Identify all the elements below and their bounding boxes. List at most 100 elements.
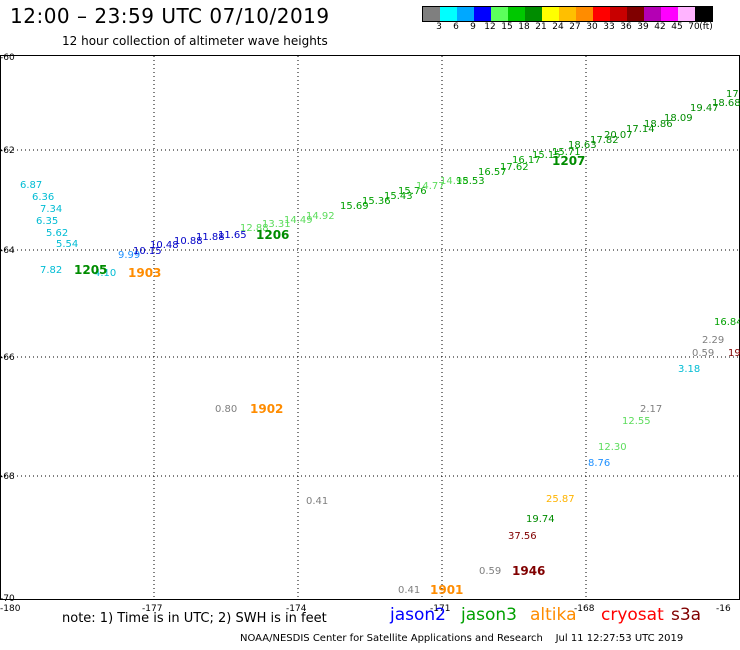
wave-height-label: 6.36 xyxy=(32,192,54,203)
legend-swatch xyxy=(559,7,576,21)
legend-swatch xyxy=(695,7,712,21)
wave-height-label: 3.18 xyxy=(678,364,700,375)
wave-height-label: 15.36 xyxy=(362,196,391,207)
legend-label: 42 xyxy=(654,22,666,32)
legend-label: 21 xyxy=(535,22,547,32)
wave-height-label: 15.76 xyxy=(398,186,427,197)
color-legend xyxy=(422,6,713,22)
longitude-tick: -171 xyxy=(430,604,450,614)
satellite-cryosat: cryosat xyxy=(601,605,664,625)
satellite-altika: altika xyxy=(530,605,577,625)
legend-swatch xyxy=(644,7,661,21)
legend-swatch xyxy=(593,7,610,21)
axis-ticks: -180 -177 -174 -171 -168 -16 -60 -62 -64 -66 -68 -7… xyxy=(0,53,731,614)
wave-height-label: 10.88 xyxy=(174,236,203,247)
wave-height-label: 2.17 xyxy=(640,404,662,415)
wave-height-label: 20.07 xyxy=(604,130,633,141)
page-title: 12:00 – 23:59 UTC 07/10/2019 xyxy=(10,4,330,28)
wave-height-label: 7.34 xyxy=(40,204,62,215)
footer-credit: NOAA/NESDIS Center for Satellite Applica… xyxy=(240,633,683,644)
wave-height-label: 18.68 xyxy=(712,98,740,109)
latitude-tick: -64 xyxy=(0,246,15,256)
wave-height-label: 2.29 xyxy=(702,335,724,346)
wave-height-label: 4.10 xyxy=(94,268,116,279)
legend-label: 3 xyxy=(436,22,442,32)
pass-time-label: 1205 xyxy=(74,263,107,277)
legend-swatch xyxy=(508,7,525,21)
wave-height-label: 7.82 xyxy=(40,265,62,276)
wave-height-label: 0.80 xyxy=(215,404,237,415)
legend-label: 39 xyxy=(637,22,649,32)
wave-height-label: 11.88 xyxy=(196,232,225,243)
wave-height-label: 6.35 xyxy=(36,216,58,227)
wave-height-label: 17.14 xyxy=(626,124,655,135)
legend-swatch xyxy=(525,7,542,21)
wave-height-label: 14.92 xyxy=(306,211,335,222)
legend-swatch xyxy=(576,7,593,21)
wave-height-label: 0.41 xyxy=(306,496,328,507)
wave-height-label: 18.86 xyxy=(644,119,673,130)
wave-height-label: 19.74 xyxy=(526,514,555,525)
wave-height-label: 14.77 xyxy=(416,181,445,192)
legend-swatch xyxy=(474,7,491,21)
latitude-tick: -70 xyxy=(0,594,15,604)
legend-label: 12 xyxy=(484,22,496,32)
legend-label: 33 xyxy=(603,22,615,32)
wave-height-label: 5.54 xyxy=(56,239,78,250)
wave-height-label: 10.48 xyxy=(150,240,179,251)
wave-height-label: 12.88 xyxy=(240,223,269,234)
legend-swatch xyxy=(610,7,627,21)
wave-height-label: 16.17 xyxy=(512,155,541,166)
legend-label: 24 xyxy=(552,22,564,32)
legend-swatch xyxy=(627,7,644,21)
legend-label: 27 xyxy=(569,22,581,32)
legend-swatch xyxy=(440,7,457,21)
wave-height-label: 15.53 xyxy=(456,176,485,187)
wave-height-label: 19 xyxy=(728,348,740,359)
wave-height-label: 0.59 xyxy=(692,348,714,359)
pass-time-label: 1207 xyxy=(552,154,585,168)
latitude-tick: -68 xyxy=(0,472,15,482)
legend-swatch xyxy=(542,7,559,21)
legend-swatch xyxy=(423,7,440,21)
satellite-s3a: s3a xyxy=(671,605,702,625)
legend-label: 6 xyxy=(453,22,459,32)
wave-height-label: 14.49 xyxy=(284,215,313,226)
pass-time-label: 1206 xyxy=(256,228,289,242)
page-subtitle: 12 hour collection of altimeter wave hei… xyxy=(62,34,328,48)
legend-label: 18 xyxy=(518,22,530,32)
legend-label: 70 xyxy=(688,22,700,32)
pass-time-label: 1901 xyxy=(430,583,463,597)
wave-height-label: 0.59 xyxy=(479,566,501,577)
longitude-tick: -180 xyxy=(0,604,21,614)
wave-height-label: 8.76 xyxy=(588,458,610,469)
pass-time-label: 1903 xyxy=(128,266,161,280)
wave-height-label: 13.31 xyxy=(262,219,291,230)
wave-height-label: 18.09 xyxy=(664,113,693,124)
wave-height-label: 25.87 xyxy=(546,494,575,505)
satellite-jason2: jason2 xyxy=(390,605,446,625)
wave-height-label: 16.57 xyxy=(478,167,507,178)
legend-label: 9 xyxy=(470,22,476,32)
wave-height-label: 17 xyxy=(726,89,739,100)
legend-swatch xyxy=(678,7,695,21)
wave-height-label: 12.30 xyxy=(598,442,627,453)
wave-height-labels: 6.876.367.346.355.625.54 7.82 4.109.9910.1… xyxy=(20,89,740,596)
wave-height-label: 17.82 xyxy=(590,135,619,146)
longitude-tick: -16 xyxy=(716,604,731,614)
legend-swatch xyxy=(661,7,678,21)
pass-time-label: 1902 xyxy=(250,402,283,416)
wave-height-label: 12.55 xyxy=(622,416,651,427)
wave-height-label: 6.87 xyxy=(20,180,42,191)
wave-height-label: 19.47 xyxy=(690,103,719,114)
longitude-tick: -168 xyxy=(574,604,595,614)
longitude-tick: -174 xyxy=(286,604,307,614)
footer-stamp: Jul 11 12:27:53 UTC 2019 xyxy=(555,633,684,644)
longitude-tick: -177 xyxy=(142,604,162,614)
wave-height-label: 37.56 xyxy=(508,531,537,542)
wave-height-label: 9.99 xyxy=(118,250,140,261)
wave-height-label: 14.98 xyxy=(440,176,469,187)
wave-height-label: 15.43 xyxy=(384,191,413,202)
legend-label: 15 xyxy=(501,22,513,32)
